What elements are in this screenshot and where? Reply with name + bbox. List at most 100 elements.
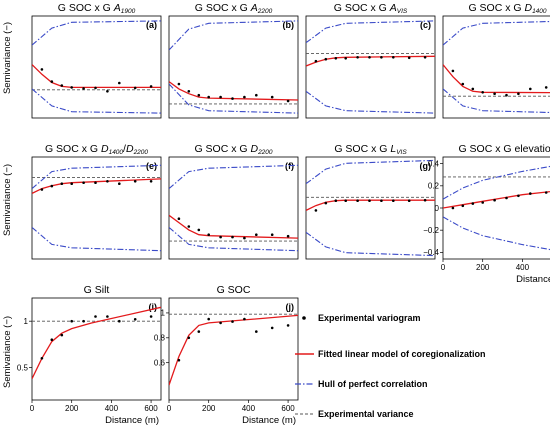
- data-point: [177, 358, 181, 362]
- x-tick-label: 200: [476, 263, 490, 272]
- x-tick-label: 400: [516, 263, 530, 272]
- data-point: [368, 56, 371, 59]
- title-var: L: [390, 143, 396, 155]
- data-point: [82, 87, 85, 90]
- panel-title: G SOC x G LVIS: [334, 143, 407, 156]
- y-tick-label: 1: [161, 309, 166, 318]
- data-point: [544, 86, 548, 89]
- plot-frame: [168, 156, 299, 260]
- title-sub: 1400: [109, 149, 124, 156]
- hull-lower-line: [306, 90, 435, 114]
- title-sub: 1400: [532, 8, 547, 15]
- panel-title: G Silt: [84, 284, 110, 296]
- plot-area: [32, 20, 161, 114]
- x-axis-label: Distance (m): [105, 415, 159, 426]
- data-point: [254, 93, 258, 97]
- data-point: [219, 235, 222, 239]
- data-point: [481, 201, 485, 204]
- title-main: G SOC x G: [195, 2, 251, 14]
- panel-title: G SOC x G D2200: [194, 143, 272, 156]
- title-main: G SOC x G: [468, 2, 524, 14]
- title-main: G SOC x G: [334, 2, 390, 14]
- legend-point-marker: [302, 316, 306, 320]
- data-point: [243, 236, 246, 240]
- data-point: [314, 209, 318, 212]
- data-point: [40, 357, 44, 360]
- data-point: [177, 82, 181, 86]
- data-point: [118, 81, 121, 85]
- hull-upper-line: [169, 20, 298, 51]
- data-point: [344, 199, 348, 202]
- data-point: [461, 204, 465, 208]
- plot-frame: [168, 297, 299, 401]
- data-point: [149, 315, 153, 318]
- hull-lower-line: [443, 88, 550, 114]
- hull-lower-line: [306, 231, 435, 257]
- data-point: [219, 321, 222, 325]
- data-point: [493, 92, 496, 95]
- legend-hull-label: Hull of perfect correlation: [318, 379, 428, 389]
- data-point: [461, 82, 465, 86]
- fitted-model-line: [32, 64, 161, 89]
- data-point: [197, 228, 201, 232]
- data-point: [517, 92, 520, 95]
- title-sub: 1900: [121, 8, 136, 15]
- plot-area: [169, 20, 298, 114]
- panel-label: (c): [420, 20, 431, 30]
- title-main: G SOC x G elevation: [458, 143, 550, 155]
- panel-c: G SOC x G AVIS (c): [305, 2, 436, 119]
- y-tick-label: 0: [435, 204, 440, 213]
- data-point: [40, 188, 44, 191]
- data-point: [451, 69, 455, 73]
- plot-frame: [442, 156, 550, 260]
- data-point: [219, 95, 222, 99]
- data-point: [270, 326, 274, 330]
- data-point: [50, 184, 54, 188]
- data-point: [471, 87, 475, 91]
- panel-title: G SOC x G D1400: [468, 2, 546, 15]
- x-tick-label: 0: [30, 404, 35, 413]
- x-tick-label: 200: [202, 404, 216, 413]
- fitted-model-line: [32, 178, 161, 194]
- hull-lower-line: [169, 83, 298, 114]
- plot-area: [443, 20, 550, 114]
- panel-label: (a): [146, 20, 157, 30]
- y-axis-label-row2: Semivariance (−): [2, 164, 13, 236]
- panel-e: G SOC x G D1400/D2200(e): [31, 143, 162, 260]
- plot-area: [306, 20, 435, 114]
- data-point: [254, 330, 258, 333]
- title-sub: 2200: [257, 8, 273, 15]
- x-axis-label: Distance (m): [242, 415, 296, 426]
- plot-frame: [442, 15, 550, 119]
- panel-title: G SOC x G AVIS: [334, 2, 408, 15]
- data-point: [207, 95, 210, 99]
- hull-upper-line: [169, 164, 298, 190]
- panel-h: G SOC x G elevation(h)−0.4−0.200.20.4020…: [423, 143, 550, 285]
- data-point: [286, 99, 290, 103]
- data-point: [60, 84, 64, 87]
- legend: Experimental variogram Fitted linear mod…: [295, 313, 486, 419]
- data-point: [133, 86, 137, 90]
- hull-upper-line: [443, 20, 550, 46]
- panels: G SOC x G A1900(a)G SOC x G A2200(b)G SO…: [17, 2, 550, 426]
- title-sub: VIS: [397, 8, 408, 15]
- plot-frame: [305, 15, 436, 119]
- fitted-model-line: [443, 190, 550, 209]
- panel-a: G SOC x G A1900 (a): [31, 2, 162, 119]
- title-var: A: [250, 2, 258, 14]
- y-axis-label-row1: Semivariance (−): [2, 22, 13, 94]
- fitted-model-line: [443, 64, 550, 94]
- data-point: [50, 80, 54, 83]
- fitted-model-line: [32, 306, 161, 379]
- data-point: [380, 199, 383, 202]
- panel-g: G SOC x G LVIS (g): [305, 143, 436, 260]
- data-point: [270, 95, 274, 99]
- data-point: [94, 181, 97, 184]
- data-point: [423, 198, 427, 202]
- data-point: [70, 319, 73, 323]
- x-axis-label: Distance (m): [516, 274, 550, 285]
- data-point: [40, 68, 44, 71]
- data-point: [344, 57, 348, 60]
- data-point: [70, 182, 73, 185]
- data-point: [451, 206, 455, 210]
